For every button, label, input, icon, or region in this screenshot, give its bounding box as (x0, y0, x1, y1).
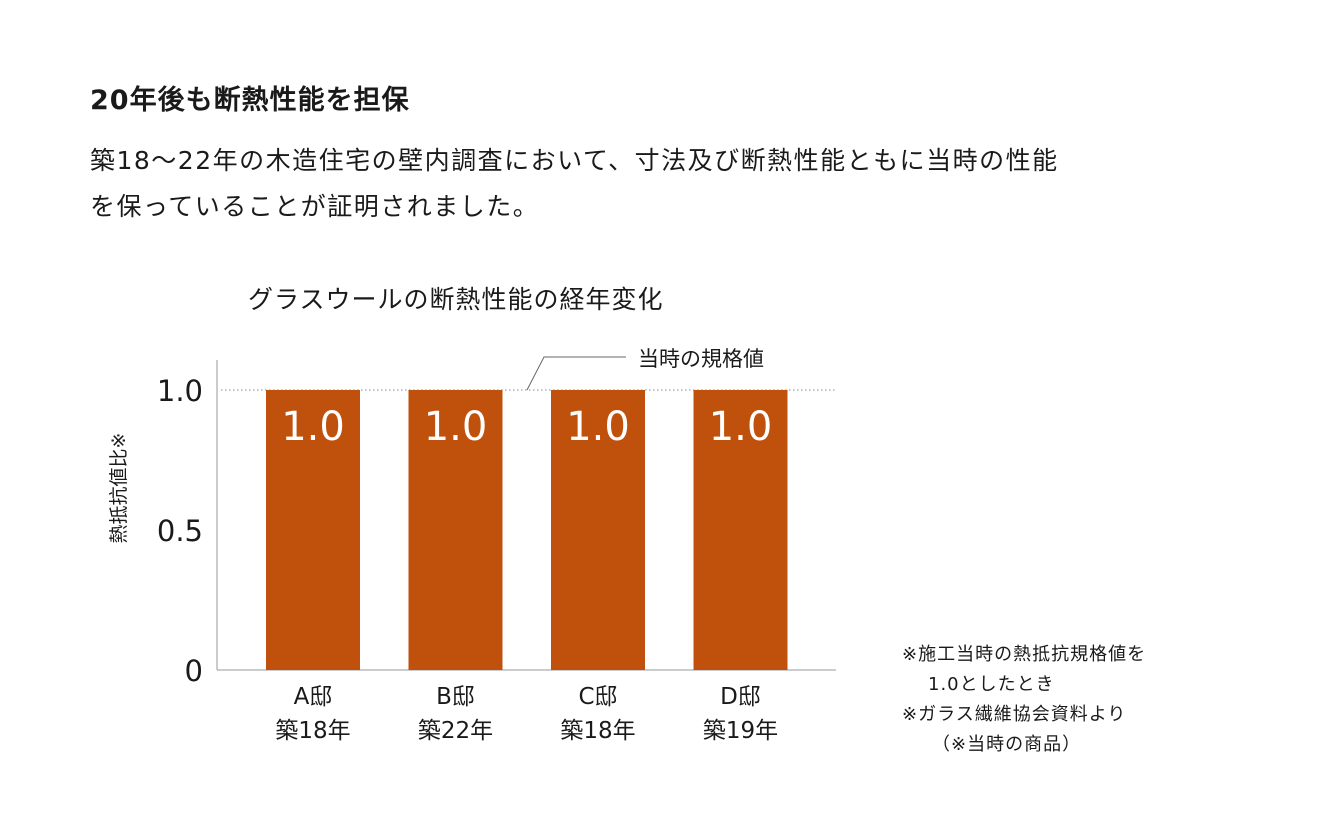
x-category-label-3: D邸 (720, 684, 761, 710)
x-category-label-0: A邸 (294, 684, 333, 710)
y-axis-label: 熱抵抗値比※ (108, 433, 130, 544)
chart-title: グラスウールの断熱性能の経年変化 (248, 285, 664, 314)
bar-value-label-1: 1.0 (424, 404, 488, 450)
x-category-age-2: 築18年 (560, 718, 635, 744)
page-heading: 20年後も断熱性能を担保 (90, 85, 410, 116)
footnote-line-1: ※施工当時の熱抵抗規格値を (902, 644, 1147, 665)
reference-callout-line (526, 356, 626, 391)
x-category-label-2: C邸 (578, 684, 617, 710)
footnote-line-3: ※ガラス繊維協会資料より (902, 704, 1127, 725)
y-tick-label-1: 0.5 (157, 514, 203, 548)
bar-3 (693, 390, 788, 670)
lead-paragraph: 築18〜22年の木造住宅の壁内調査において、寸法及び断熱性能ともに当時の性能 を… (90, 138, 1250, 230)
y-tick-label-0: 0 (185, 654, 203, 688)
footnote-line-4: （※当時の商品） (932, 734, 1082, 755)
reference-line-label: 当時の規格値 (638, 347, 764, 371)
x-category-age-3: 築19年 (703, 718, 778, 744)
bar-1 (408, 390, 503, 670)
bar-value-label-3: 1.0 (709, 404, 773, 450)
bar-value-label-2: 1.0 (566, 404, 630, 450)
x-category-age-0: 築18年 (275, 718, 350, 744)
y-tick-label-2: 1.0 (157, 374, 203, 408)
bar-0 (266, 390, 360, 670)
bar-value-label-0: 1.0 (281, 404, 345, 450)
lead-line-2: を保っていることが証明されました。 (90, 192, 540, 221)
x-category-label-1: B邸 (436, 684, 475, 710)
x-category-age-1: 築22年 (418, 718, 493, 744)
footnote: ※施工当時の熱抵抗規格値を 1.0としたとき ※ガラス繊維協会資料より （※当時… (902, 640, 1146, 760)
bar-2 (551, 390, 645, 670)
lead-line-1: 築18〜22年の木造住宅の壁内調査において、寸法及び断熱性能ともに当時の性能 (90, 146, 1059, 175)
footnote-line-2: 1.0としたとき (928, 674, 1055, 695)
